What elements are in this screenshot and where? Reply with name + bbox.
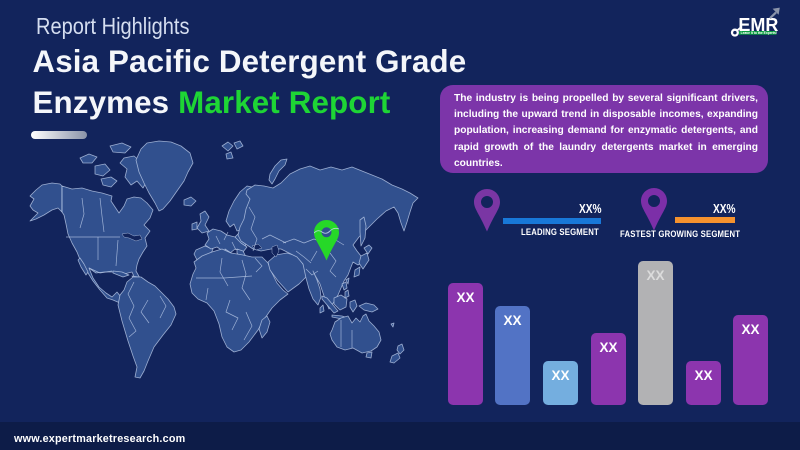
svg-text:EMR: EMR — [738, 15, 778, 35]
svg-text:Leave It to the Experts!: Leave It to the Experts! — [741, 31, 777, 35]
